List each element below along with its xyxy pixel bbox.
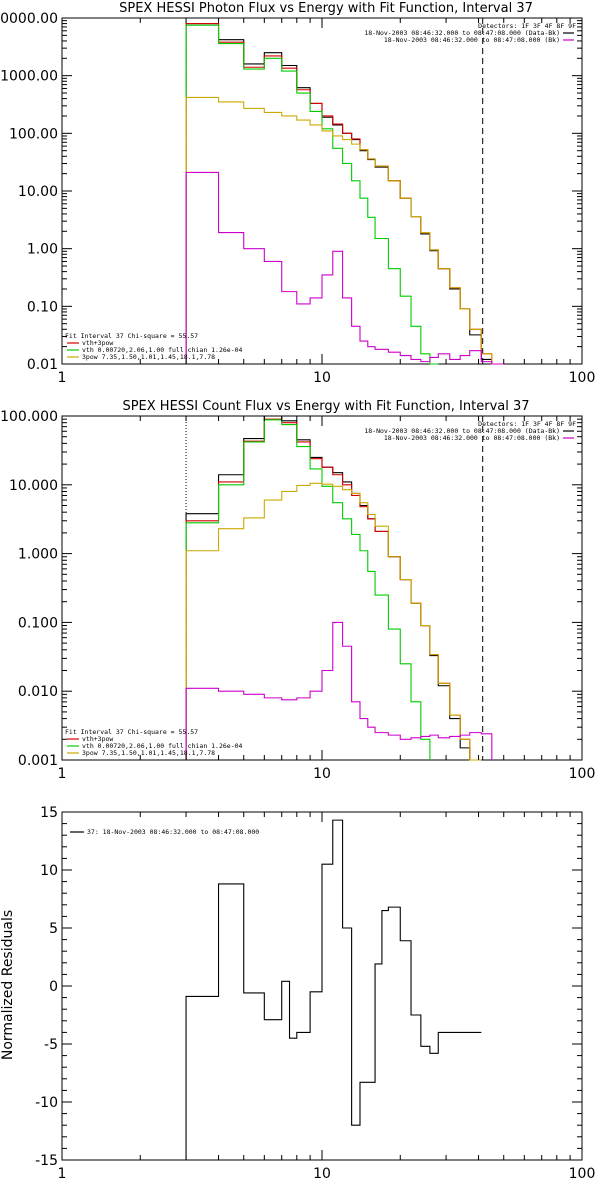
- series-line-37-18-nov-2003-08-46: [185, 819, 482, 1160]
- y-tick-label: 10: [40, 863, 58, 879]
- y-tick-label: 15: [40, 805, 58, 821]
- legend-top-entry: 18-Nov-2003 08:46:32.000 to 08:47:08.000…: [384, 434, 560, 442]
- y-tick-label: 0.001: [18, 753, 58, 769]
- legend-bottom-entry: Fit Interval 37 Chi-square = 55.57: [65, 728, 198, 736]
- chart-title: SPEX HESSI Count Flux vs Energy with Fit…: [122, 399, 529, 414]
- series-line-vth: [185, 419, 431, 760]
- legend-bottom-entry: vth 0.00720,2.06,1.00 full chian 1.26e-0…: [82, 346, 243, 354]
- x-tick-label: 1: [58, 370, 67, 386]
- x-tick-label: 100: [569, 370, 596, 386]
- series-line-bk: [185, 621, 493, 760]
- y-tick-label: 0.100: [18, 615, 58, 631]
- legend-bottom-entry: 3pow 7.35,1.50,1.01,1.45,18.1,7.78: [82, 353, 215, 361]
- x-tick-label: 1: [58, 766, 67, 782]
- x-tick-label: 100: [569, 1166, 596, 1182]
- legend-bottom-entry: Fit Interval 37 Chi-square = 55.57: [65, 332, 198, 340]
- x-tick-label: 10: [313, 370, 331, 386]
- y-tick-label: 0.01: [27, 357, 58, 373]
- y-tick-label: 0.10: [27, 299, 58, 315]
- legend-top-entry: Detectors: 1F 3F 4F 8F 9F: [478, 22, 576, 30]
- chart-title: SPEX HESSI Photon Flux vs Energy with Fi…: [119, 1, 533, 16]
- y-tick-label: 10.000: [9, 478, 58, 494]
- legend-top-entry: 18-Nov-2003 08:46:32.000 to 08:47:08.000…: [384, 36, 560, 44]
- x-tick-label: 1: [58, 1166, 67, 1182]
- legend-entry: 37: 18-Nov-2003 08:46:32.000 to 08:47:08…: [87, 828, 259, 836]
- y-axis-label: Normalized Residuals: [0, 910, 16, 1060]
- y-tick-label: 1.000: [18, 547, 58, 563]
- y-tick-label: 10.00: [18, 184, 58, 200]
- x-tick-label: 10: [313, 766, 331, 782]
- x-tick-label: 10: [313, 1166, 331, 1182]
- series-line-3pow: [185, 482, 482, 761]
- legend-bottom-entry: vth 0.00720,2.06,1.00 full chian 1.26e-0…: [82, 742, 243, 750]
- y-tick-label: 5: [49, 921, 58, 937]
- y-tick-label: 10000.00: [0, 11, 58, 27]
- series-line-3pow: [185, 96, 504, 365]
- series-line-vth: [185, 24, 439, 365]
- y-tick-label: 100.00: [9, 126, 58, 142]
- y-tick-label: 0: [49, 979, 58, 995]
- legend-bottom-entry: vth+3pow: [82, 735, 113, 743]
- legend-bottom-entry: vth+3pow: [82, 339, 113, 347]
- y-tick-label: -5: [44, 1037, 58, 1053]
- legend-top-entry: 18-Nov-2003 08:46:32.000 to 08:47:08.000…: [364, 29, 560, 37]
- legend-bottom-entry: 3pow 7.35,1.50,1.01,1.45,18.1,7.78: [82, 749, 215, 757]
- x-tick-label: 100: [569, 766, 596, 782]
- y-tick-label: 1000.00: [0, 69, 58, 85]
- y-tick-label: -15: [35, 1153, 58, 1169]
- series-line-bk: [185, 171, 504, 365]
- legend-top-entry: 18-Nov-2003 08:46:32.000 to 08:47:08.000…: [364, 427, 560, 435]
- y-tick-label: -10: [35, 1095, 58, 1111]
- legend-top-entry: Detectors: 1F 3F 4F 8F 9F: [478, 420, 576, 428]
- y-tick-label: 1.00: [27, 242, 58, 258]
- y-tick-label: 0.010: [18, 684, 58, 700]
- y-tick-label: 100.000: [0, 409, 58, 425]
